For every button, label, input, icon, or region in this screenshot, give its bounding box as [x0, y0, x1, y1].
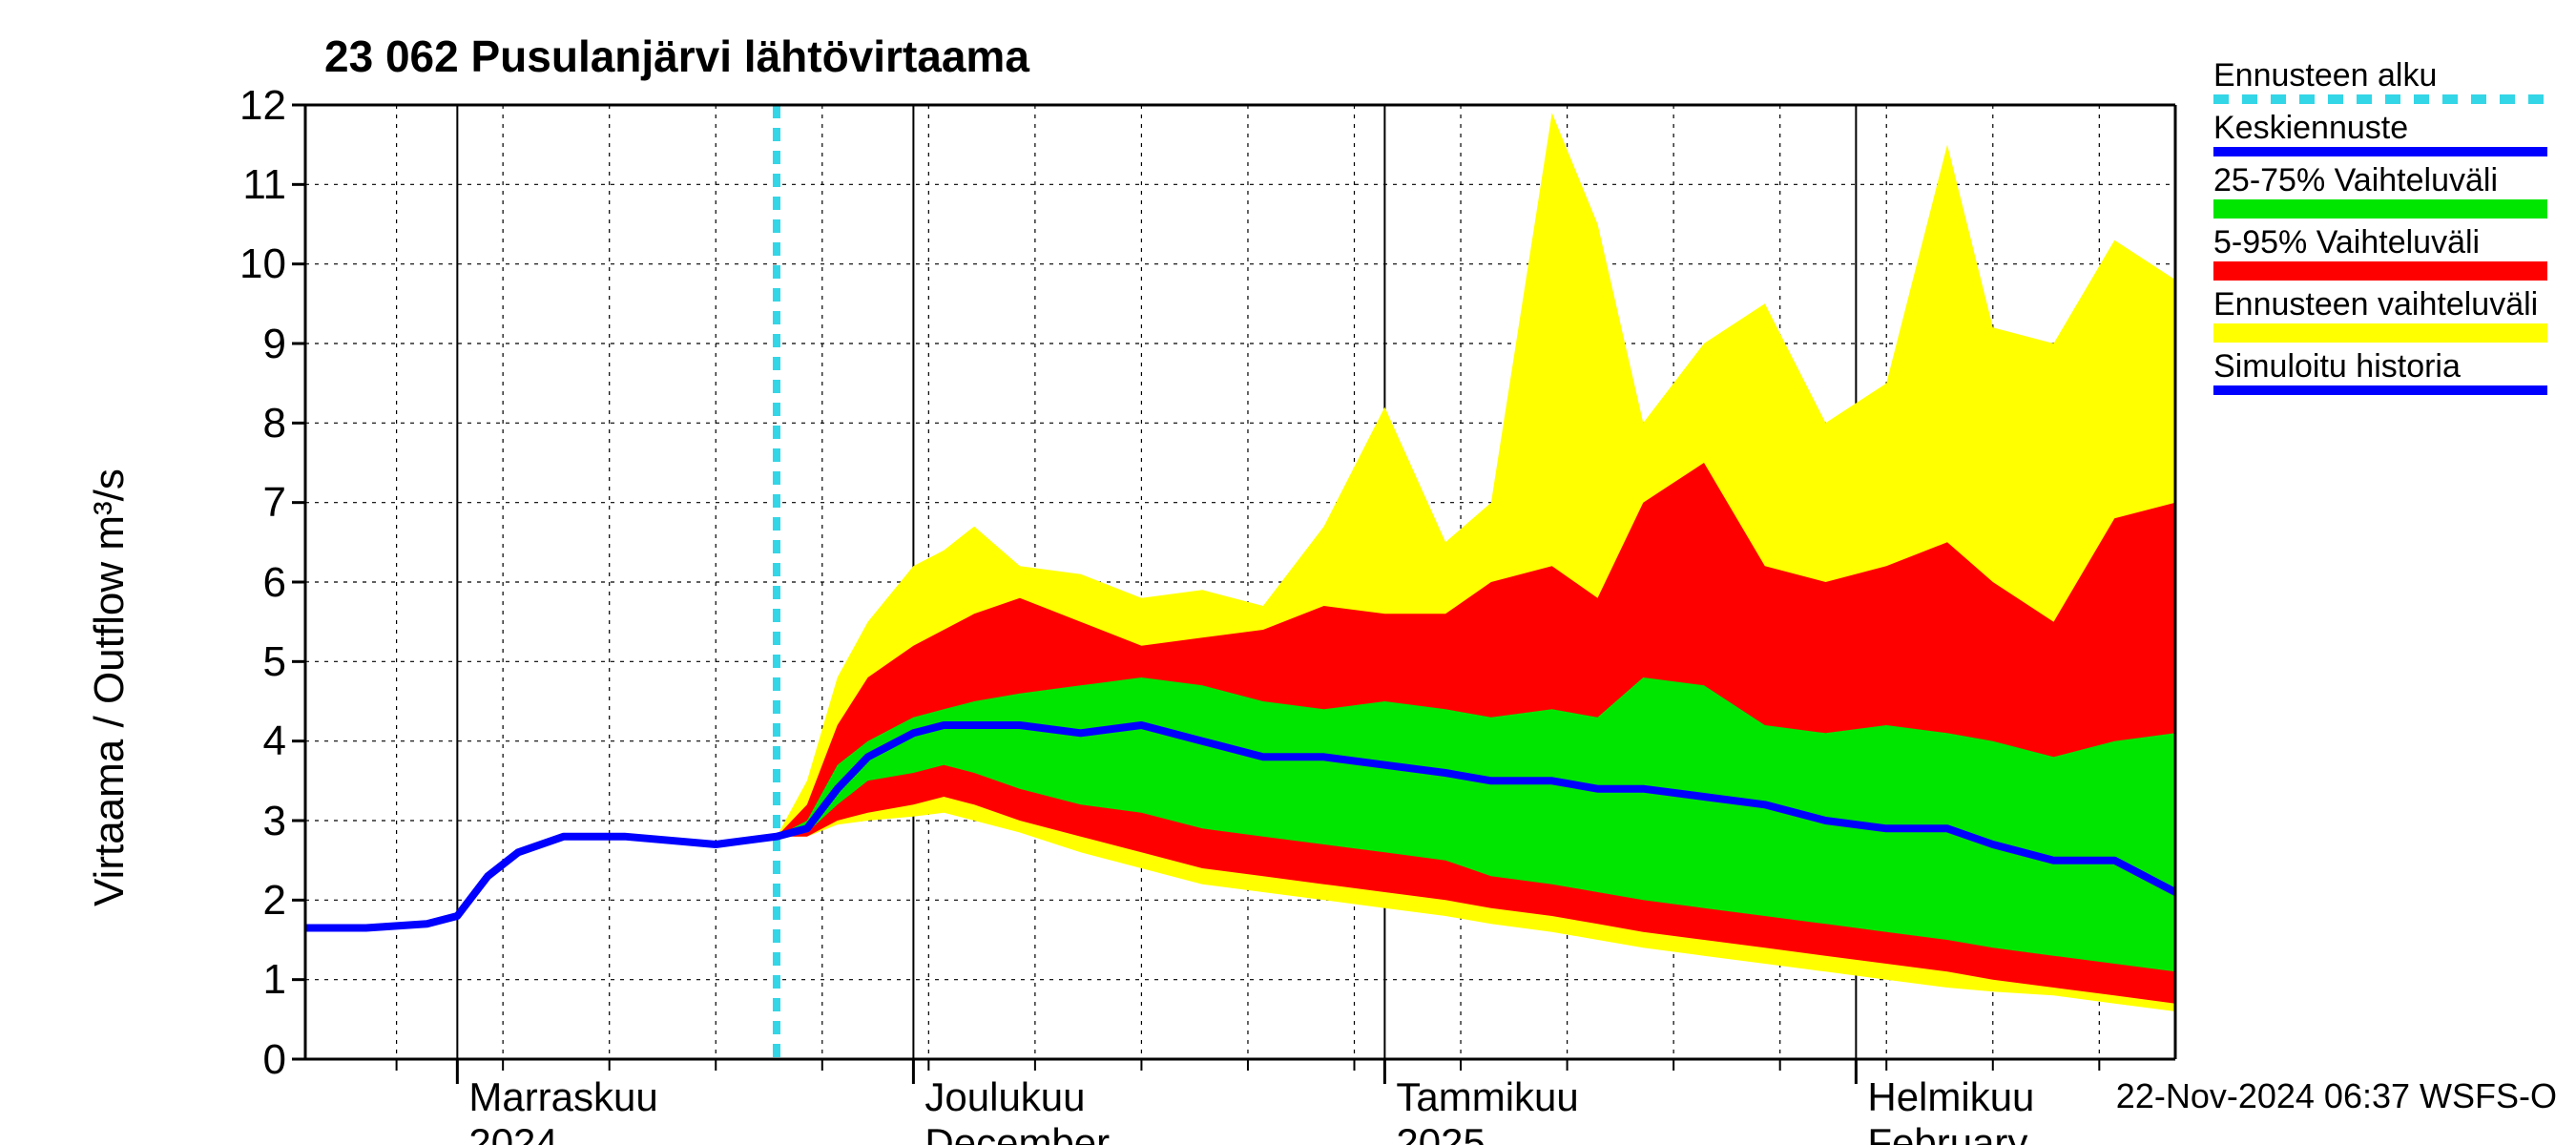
legend-item: Ennusteen vaihteluväli: [2213, 286, 2547, 343]
legend-swatch: [2213, 385, 2547, 395]
y-tick-label: 2: [200, 877, 286, 925]
legend-label: Ennusteen vaihteluväli: [2213, 286, 2547, 323]
y-tick-label: 7: [200, 479, 286, 527]
x-tick-label-top: Helmikuu: [1867, 1074, 2034, 1120]
x-tick-label-top: Marraskuu: [468, 1074, 657, 1120]
legend-swatch: [2213, 261, 2547, 281]
y-tick-label: 1: [200, 956, 286, 1004]
legend-item: Simuloitu historia: [2213, 348, 2547, 395]
y-tick-label: 11: [200, 161, 286, 209]
legend-label: 25-75% Vaihteluväli: [2213, 162, 2547, 199]
plot-area: [0, 0, 2576, 1145]
legend-label: Keskiennuste: [2213, 110, 2547, 147]
legend-swatch: [2213, 94, 2547, 104]
legend-item: Keskiennuste: [2213, 110, 2547, 156]
chart-svg: [0, 0, 2576, 1145]
legend: Ennusteen alku Keskiennuste 25-75% Vaihtel…: [2213, 57, 2547, 401]
y-tick-label: 8: [200, 400, 286, 448]
legend-label: Simuloitu historia: [2213, 348, 2547, 385]
legend-swatch: [2213, 323, 2547, 343]
legend-label: 5-95% Vaihteluväli: [2213, 224, 2547, 261]
x-tick-label-bottom: 2025: [1396, 1120, 1485, 1145]
footer-timestamp: 22-Nov-2024 06:37 WSFS-O: [2116, 1076, 2557, 1116]
legend-item: Ennusteen alku: [2213, 57, 2547, 104]
y-tick-label: 9: [200, 321, 286, 368]
y-tick-label: 3: [200, 798, 286, 845]
legend-item: 25-75% Vaihteluväli: [2213, 162, 2547, 219]
x-tick-label-top: Tammikuu: [1396, 1074, 1578, 1120]
legend-item: 5-95% Vaihteluväli: [2213, 224, 2547, 281]
legend-label: Ennusteen alku: [2213, 57, 2547, 94]
y-tick-label: 12: [200, 82, 286, 130]
legend-swatch: [2213, 199, 2547, 219]
x-tick-label-top: Joulukuu: [924, 1074, 1085, 1120]
y-tick-label: 6: [200, 559, 286, 607]
legend-swatch: [2213, 147, 2547, 156]
y-tick-label: 10: [200, 240, 286, 288]
y-tick-label: 0: [200, 1036, 286, 1084]
x-tick-label-bottom: December: [924, 1120, 1110, 1145]
y-tick-label: 4: [200, 718, 286, 765]
y-tick-label: 5: [200, 638, 286, 686]
x-tick-label-bottom: 2024: [468, 1120, 557, 1145]
x-tick-label-bottom: February: [1867, 1120, 2027, 1145]
